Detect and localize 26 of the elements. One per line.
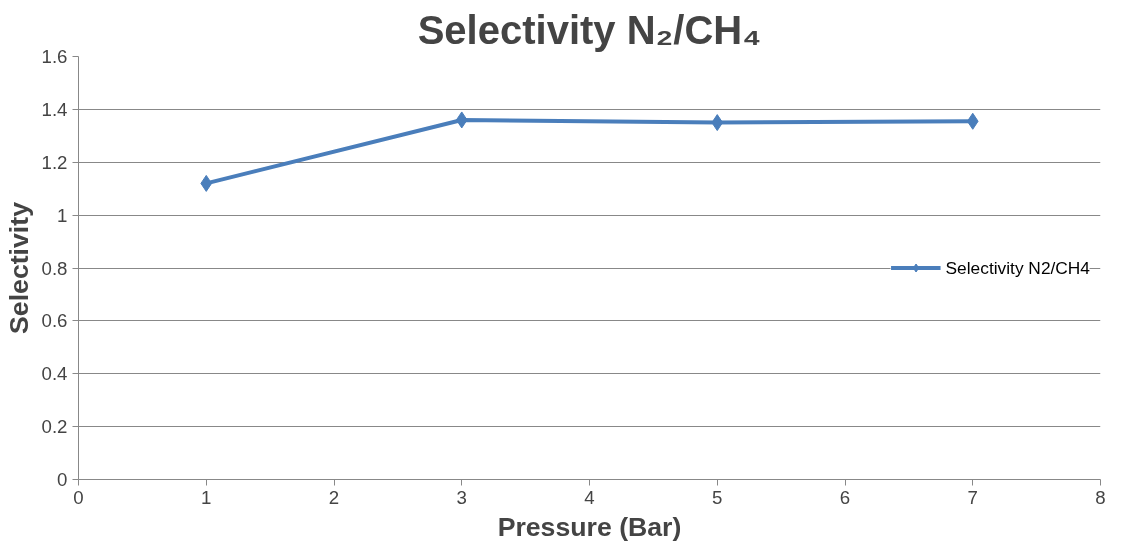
y-axis-title: Selectivity (3, 201, 34, 334)
x-tick-label: 6 (839, 486, 851, 508)
y-tick-label: 1.4 (41, 98, 68, 120)
y-tick-label: 0 (57, 469, 68, 490)
y-tick-label: 0.4 (41, 363, 68, 385)
x-tick-label: 7 (967, 486, 978, 508)
x-tick-label: 4 (584, 486, 595, 508)
x-axis-title: Pressure (Bar) (497, 511, 682, 542)
point (711, 114, 724, 132)
y-tick-label: 0.2 (41, 416, 68, 438)
legend-label: Selectivity N2/CH4 (945, 257, 1090, 278)
y-tick-label: 1 (57, 204, 68, 226)
x-tick-label: 1 (201, 486, 212, 508)
y-tick-label: 0.8 (41, 257, 68, 279)
chart-title: Selectivity N₂/CH₄ (417, 7, 762, 52)
y-tick-label: 1.6 (41, 46, 68, 67)
point (200, 174, 213, 192)
x-tick-label: 0 (73, 486, 84, 508)
x-tick-label: 2 (328, 486, 340, 508)
point (966, 112, 979, 130)
point (455, 111, 468, 129)
x-tick-label: 8 (1095, 486, 1106, 508)
x-tick-label: 5 (712, 486, 723, 508)
y-tick-label: 1.2 (41, 151, 68, 173)
x-tick-label: 3 (456, 486, 467, 508)
y-tick-label: 0.6 (41, 310, 68, 332)
